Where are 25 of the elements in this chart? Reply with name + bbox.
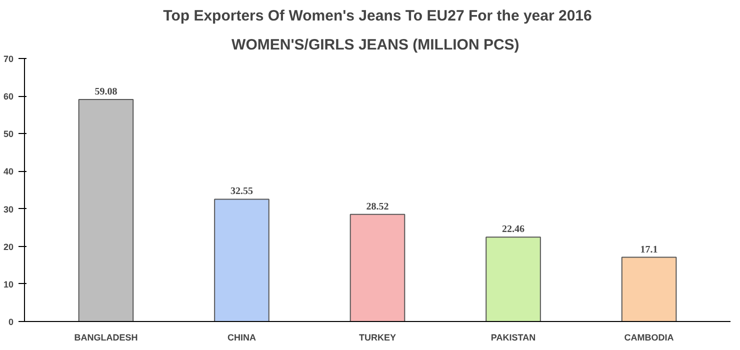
y-tick-label: 50 — [3, 129, 14, 140]
bar — [621, 256, 677, 322]
data-label: 22.46 — [502, 224, 525, 236]
y-tick-label: 40 — [3, 166, 14, 177]
y-tick-label: 20 — [3, 242, 14, 252]
y-tick-label: 60 — [3, 92, 14, 102]
x-tick-label: PAKISTAN — [490, 332, 536, 342]
y-tick-label: 30 — [3, 204, 14, 214]
data-label: 17.1 — [640, 244, 658, 256]
y-tick-label: 70 — [3, 54, 14, 64]
bar — [350, 214, 406, 322]
x-tick-label: TURKEY — [359, 332, 396, 342]
x-tick-label: CAMBODIA — [624, 332, 674, 342]
bar — [78, 99, 134, 322]
data-label: 59.08 — [94, 86, 118, 98]
y-tick-label: 0 — [8, 317, 14, 327]
y-tick-label: 10 — [3, 279, 14, 290]
data-label: 28.52 — [366, 201, 389, 212]
chart-subtitle: WOMEN'S/GIRLS JEANS (MILLION PCS) — [232, 36, 520, 54]
data-label: 32.55 — [230, 186, 253, 198]
chart-title: Top Exporters Of Women's Jeans To EU27 For the year 2016 — [163, 8, 592, 24]
x-tick-label: CHINA — [227, 332, 256, 342]
bar — [486, 236, 541, 322]
bar — [214, 198, 270, 322]
x-tick-label: BANGLADESH — [74, 332, 138, 342]
